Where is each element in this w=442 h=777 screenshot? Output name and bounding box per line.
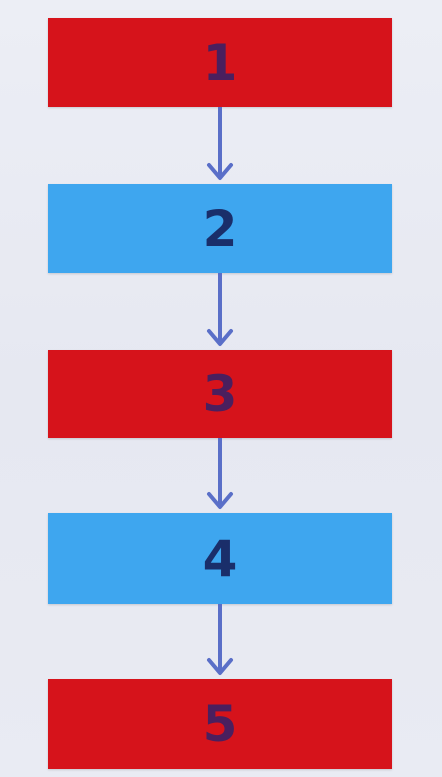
step-label-3: 3 — [202, 365, 238, 423]
step-box-1: 1 — [48, 18, 392, 107]
step-box-4: 4 — [48, 513, 392, 604]
step-label-2: 2 — [202, 199, 238, 258]
down-arrow-icon — [207, 438, 233, 509]
step-label-1: 1 — [202, 33, 238, 92]
down-arrow-icon — [207, 273, 233, 346]
step-label-5: 5 — [202, 695, 238, 753]
down-arrow-icon — [207, 107, 233, 180]
step-box-2: 2 — [48, 184, 392, 273]
step-label-4: 4 — [202, 529, 238, 588]
step-box-5: 5 — [48, 679, 392, 769]
down-arrow-icon — [207, 604, 233, 675]
step-box-3: 3 — [48, 350, 392, 438]
